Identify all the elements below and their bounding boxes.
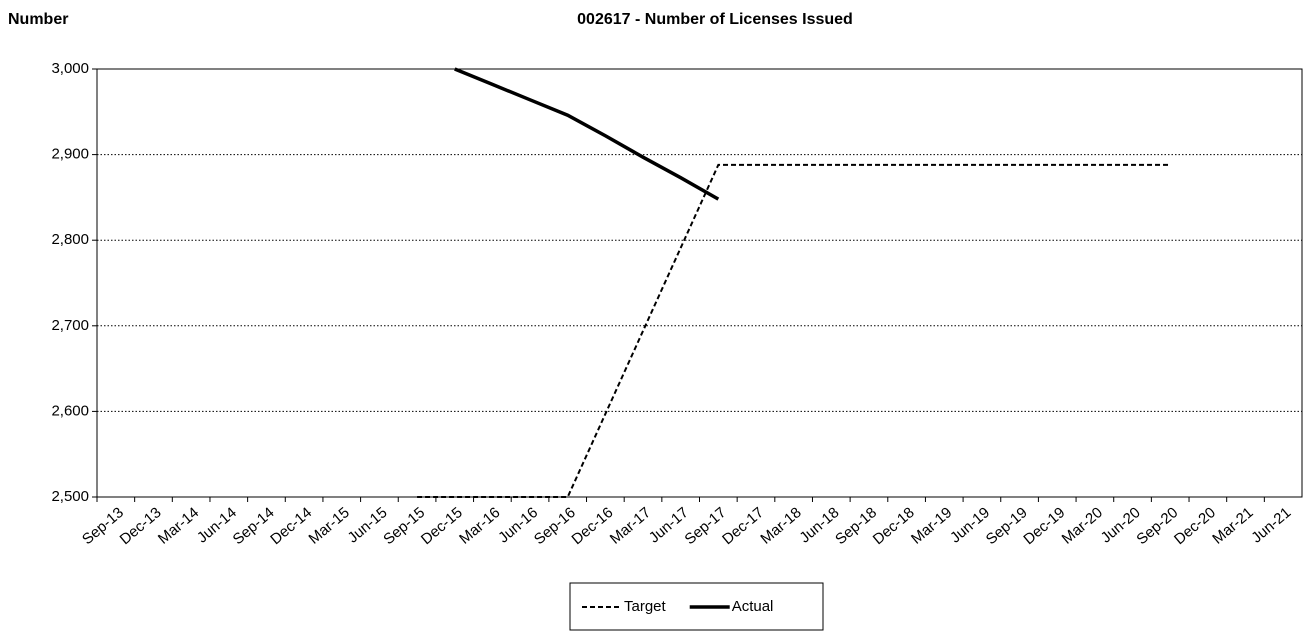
x-tick-label: Mar-17 (607, 504, 654, 548)
x-tick-label: Dec-19 (1020, 504, 1068, 548)
y-axis-label: Number (8, 11, 68, 28)
x-tick-label: Sep-18 (832, 504, 880, 548)
y-tick-label: 2,800 (51, 231, 89, 248)
x-tick-label: Dec-16 (569, 504, 617, 548)
plot-area (96, 68, 1303, 498)
x-tick-label: Mar-14 (155, 504, 202, 548)
x-tick-label: Mar-16 (456, 504, 503, 548)
y-tick-label: 2,500 (51, 488, 89, 505)
x-tick-label: Sep-14 (230, 504, 278, 548)
x-tick-label: Mar-18 (757, 504, 804, 548)
y-tick-label: 2,900 (51, 146, 89, 163)
x-tick-label: Sep-13 (79, 504, 127, 548)
y-tick-label: 2,700 (51, 317, 89, 334)
x-tick-label: Sep-20 (1133, 504, 1181, 548)
series-line (417, 163, 1171, 498)
series-line (454, 67, 720, 201)
x-tick-label: Dec-17 (719, 504, 767, 548)
y-tick-label: 3,000 (51, 60, 89, 77)
legend-label: Actual (732, 598, 774, 615)
y-tick-label: 2,600 (51, 402, 89, 419)
x-tick-label: Jun-21 (1248, 504, 1294, 547)
x-tick-label: Dec-14 (267, 504, 315, 548)
x-tick-label: Dec-15 (418, 504, 466, 548)
x-tick-label: Sep-19 (983, 504, 1031, 548)
x-tick-label: Mar-21 (1209, 504, 1256, 548)
x-tick-label: Dec-20 (1171, 504, 1219, 548)
x-tick-label: Mar-19 (908, 504, 955, 548)
legend-label: Target (624, 598, 667, 615)
x-tick-label: Sep-16 (531, 504, 579, 548)
x-tick-label: Sep-15 (380, 504, 428, 548)
x-tick-label: Mar-15 (306, 504, 353, 548)
x-tick-label: Dec-13 (117, 504, 165, 548)
chart-title: 002617 - Number of Licenses Issued (577, 11, 853, 28)
x-tick-label: Mar-20 (1059, 504, 1106, 548)
x-tick-label: Sep-17 (681, 504, 729, 548)
x-tick-label: Dec-18 (870, 504, 918, 548)
